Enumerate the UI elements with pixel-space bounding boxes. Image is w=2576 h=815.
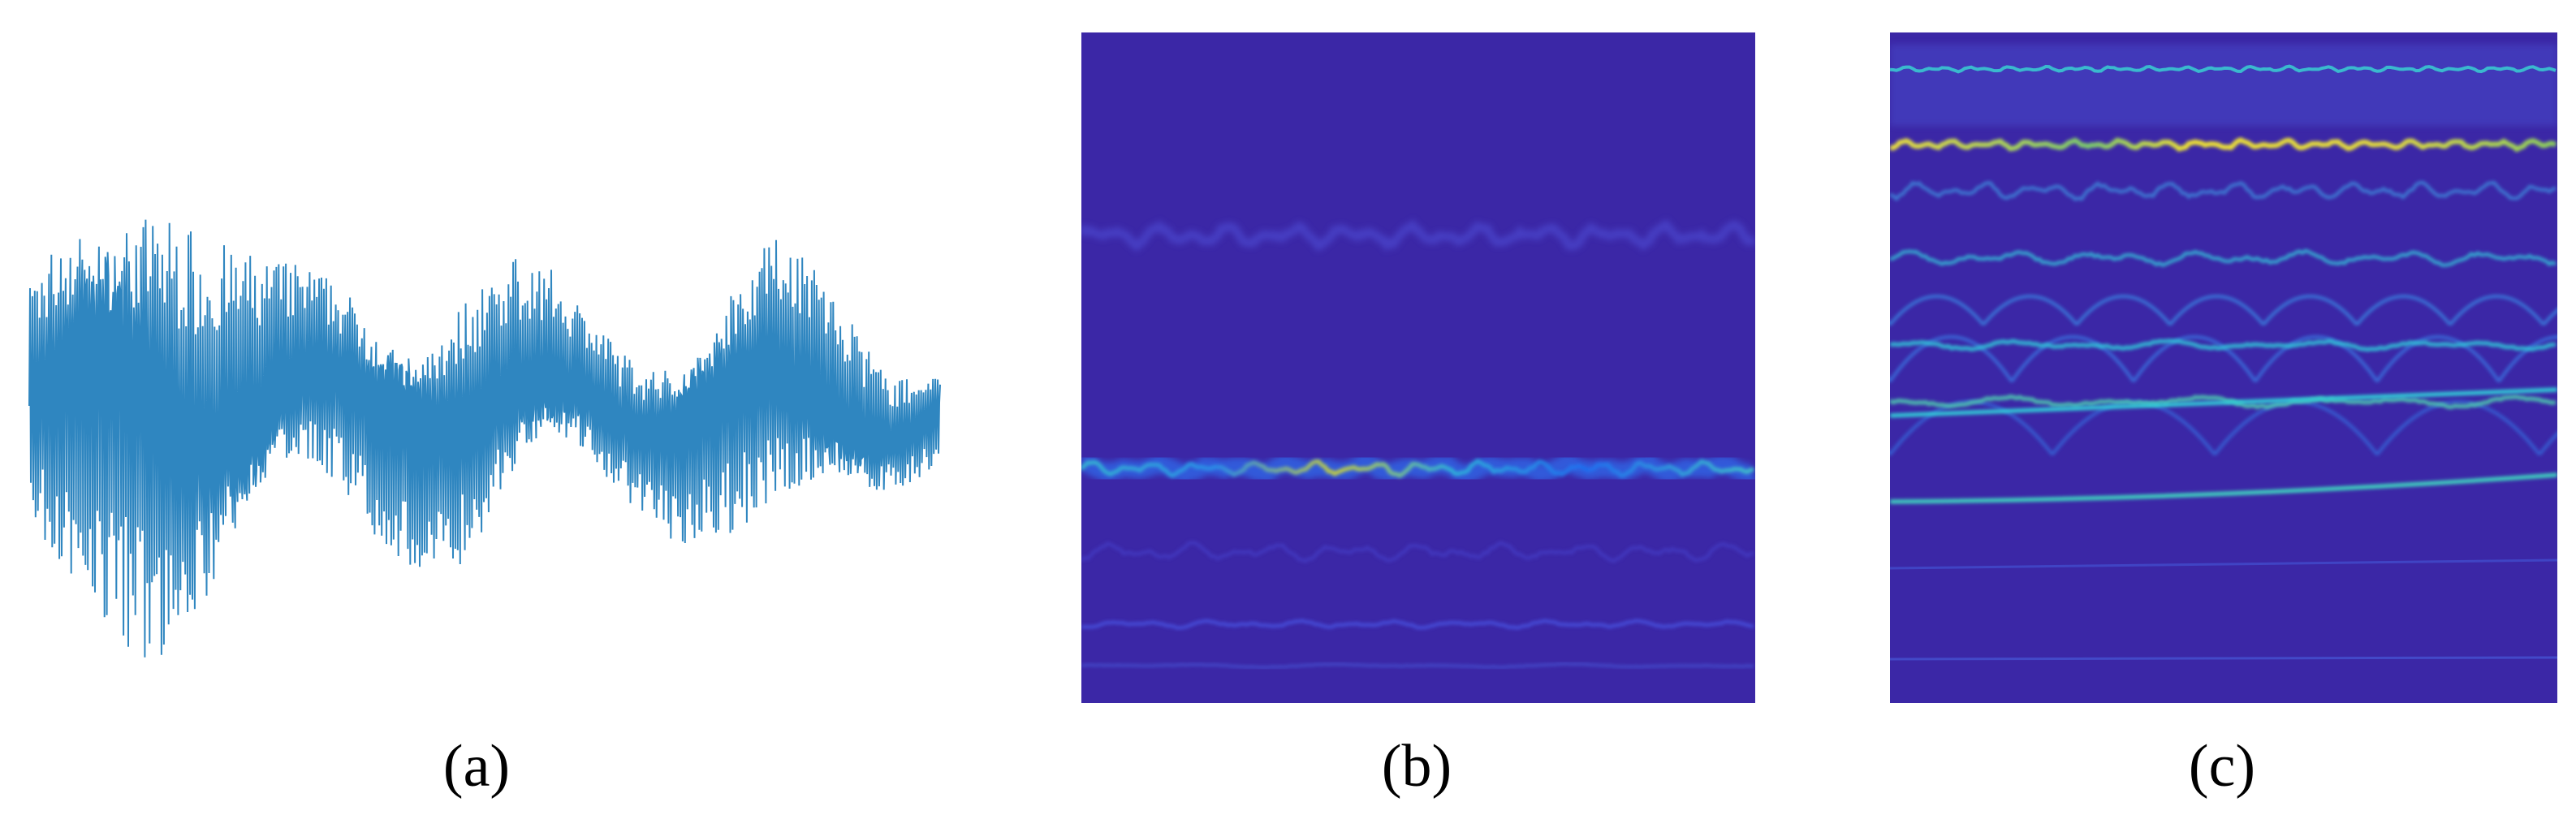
band bbox=[1890, 387, 2557, 418]
waveform bbox=[28, 219, 941, 658]
faint-band bbox=[1081, 541, 1754, 563]
band bbox=[1890, 248, 2557, 267]
spectrogram-panel bbox=[1081, 32, 1755, 703]
band bbox=[1890, 558, 2557, 570]
band bbox=[1890, 64, 2557, 74]
main-band bbox=[1081, 459, 1755, 478]
panel-label: (a) bbox=[443, 733, 510, 800]
band bbox=[1890, 472, 2557, 504]
panel-label: (b) bbox=[1382, 733, 1452, 800]
waveform-panel bbox=[28, 219, 941, 658]
faint-band bbox=[1081, 662, 1754, 669]
scalogram-panel bbox=[1890, 32, 2557, 703]
faint-band bbox=[1081, 219, 1755, 252]
band bbox=[1890, 137, 2557, 153]
panel-label: (c) bbox=[2189, 733, 2255, 800]
band bbox=[1890, 339, 2557, 352]
band bbox=[1890, 656, 2557, 661]
arc-ridges bbox=[1890, 335, 2557, 383]
faint-band bbox=[1081, 619, 1754, 630]
arc-ridges bbox=[1890, 295, 2557, 326]
band bbox=[1890, 180, 2557, 201]
band bbox=[1890, 395, 2557, 410]
noise-region bbox=[1890, 45, 2557, 126]
